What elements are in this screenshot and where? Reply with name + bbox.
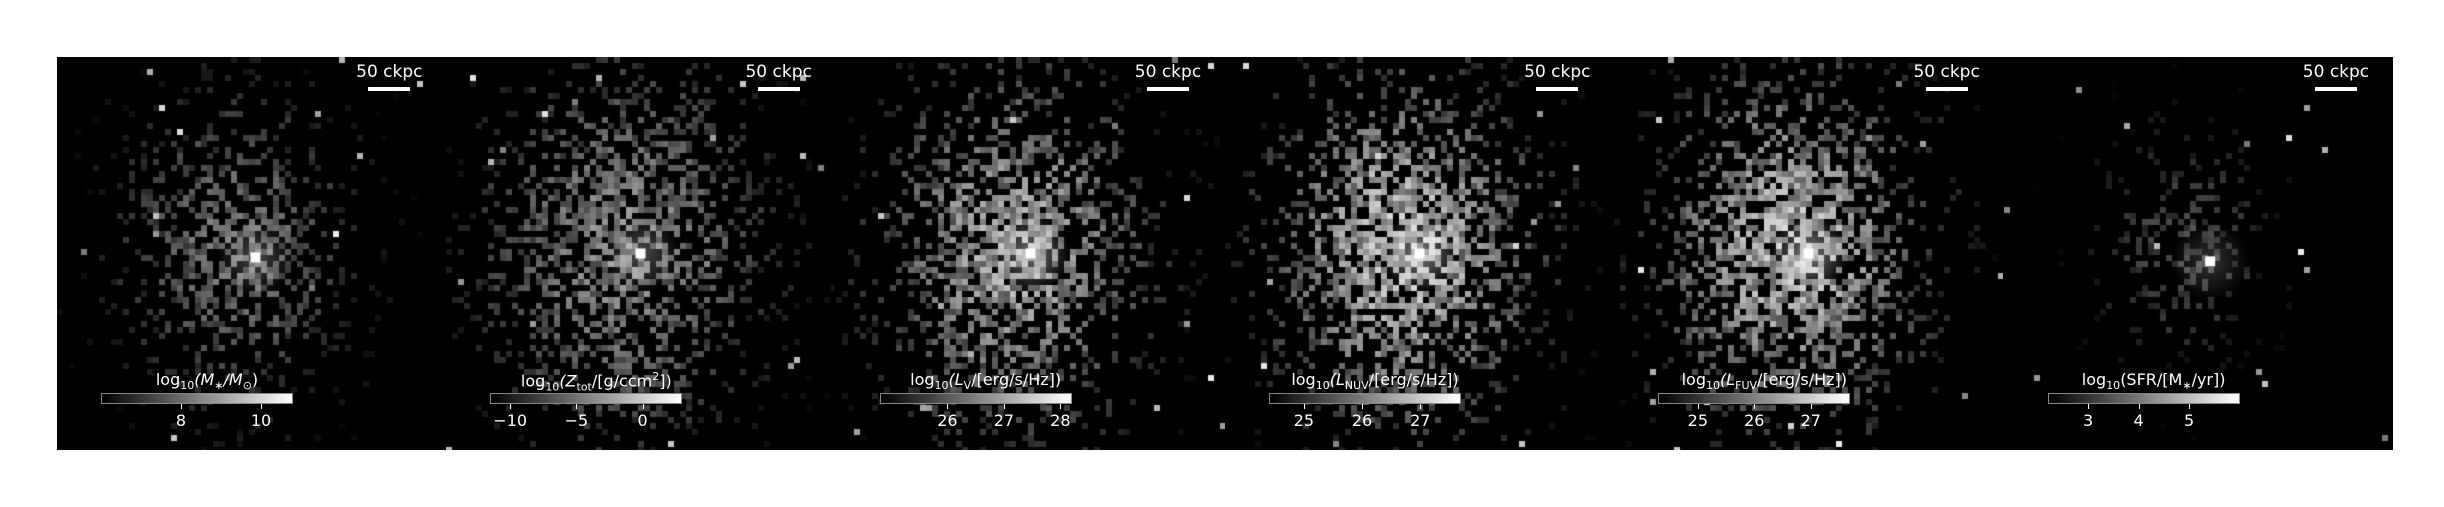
colorbar-tick bbox=[576, 404, 578, 409]
scale-bar-label: 50 ckpc bbox=[1913, 62, 1980, 82]
sfr-map bbox=[2003, 57, 2393, 450]
colorbar-title: log10(LFUV/[erg/s/Hz]) bbox=[1681, 370, 1848, 393]
colorbar-title: log10(LNUV/[erg/s/Hz]) bbox=[1291, 370, 1459, 393]
sfr-panel: 50 ckpc log10(SFR/[M∗/yr]) 3 4 5 bbox=[2003, 57, 2393, 450]
colorbar-tick bbox=[1060, 404, 1062, 409]
nuv-luminosity-panel: 50 ckpc log10(LNUV/[erg/s/Hz]) 25 26 27 bbox=[1224, 57, 1615, 450]
scale-bar bbox=[757, 87, 800, 91]
v-band-luminosity-map bbox=[835, 57, 1225, 450]
colorbar bbox=[101, 393, 293, 404]
colorbar-tick bbox=[1303, 404, 1305, 409]
colorbar-tick-label: 27 bbox=[993, 411, 1015, 430]
colorbar-tick-label: 25 bbox=[1687, 411, 1708, 430]
scale-bar bbox=[1146, 87, 1189, 91]
colorbar-tick bbox=[2138, 404, 2140, 409]
colorbar-tick bbox=[510, 404, 512, 409]
colorbar-tick bbox=[181, 404, 182, 409]
scale-bar bbox=[1925, 87, 1968, 91]
colorbar-tick-label: 0 bbox=[637, 411, 648, 430]
colorbar-tick-label: 26 bbox=[937, 411, 958, 430]
colorbar-title: log10(Ztot/[g/ccm2]) bbox=[520, 370, 672, 394]
stellar-mass-panel: 50 ckpc log10(M∗/M⊙) 8 10 bbox=[57, 57, 447, 450]
colorbar-title: log10(SFR/[M∗/yr]) bbox=[2081, 370, 2226, 393]
colorbar bbox=[1268, 393, 1461, 404]
scale-bar-label: 50 ckpc bbox=[356, 62, 423, 82]
metallicity-map bbox=[446, 57, 836, 450]
colorbar-tick-label: 4 bbox=[2133, 411, 2144, 430]
colorbar-tick-label: −10 bbox=[493, 411, 528, 430]
colorbar bbox=[490, 393, 683, 404]
scale-bar bbox=[368, 87, 411, 91]
v-band-luminosity-panel: 50 ckpc log10(LV/[erg/s/Hz]) 26 27 28 bbox=[835, 57, 1225, 450]
colorbar-tick-label: 28 bbox=[1050, 411, 1071, 430]
colorbar-title: log10(M∗/M⊙) bbox=[155, 370, 259, 393]
nuv-luminosity-map bbox=[1224, 57, 1614, 450]
colorbar-tick bbox=[2189, 404, 2191, 409]
scale-bar bbox=[1536, 87, 1579, 91]
colorbar-tick bbox=[642, 404, 644, 409]
colorbar bbox=[1658, 393, 1851, 404]
colorbar-tick-label: 27 bbox=[1410, 411, 1431, 430]
colorbar bbox=[2047, 393, 2240, 404]
colorbar-tick-label: −5 bbox=[564, 411, 589, 430]
colorbar-tick bbox=[261, 404, 262, 409]
colorbar-tick bbox=[1362, 404, 1364, 409]
colorbar-tick bbox=[1697, 404, 1699, 409]
colorbar bbox=[879, 393, 1072, 404]
colorbar-tick-label: 10 bbox=[250, 411, 272, 430]
scale-bar bbox=[2314, 87, 2357, 91]
stellar-mass-map bbox=[57, 57, 446, 450]
colorbar-tick-label: 8 bbox=[175, 411, 187, 430]
colorbar-tick bbox=[1420, 404, 1422, 409]
scale-bar-label: 50 ckpc bbox=[1134, 62, 1202, 82]
scale-bar-label: 50 ckpc bbox=[745, 62, 812, 82]
colorbar-tick-label: 25 bbox=[1293, 411, 1315, 430]
colorbar-tick-label: 5 bbox=[2184, 411, 2195, 430]
colorbar-tick bbox=[1810, 404, 1812, 409]
fuv-luminosity-panel: 50 ckpc log10(LFUV/[erg/s/Hz]) 25 26 27 bbox=[1614, 57, 2004, 450]
colorbar-tick-label: 26 bbox=[1351, 411, 1373, 430]
scale-bar-label: 50 ckpc bbox=[2302, 62, 2370, 82]
scale-bar-label: 50 ckpc bbox=[1524, 62, 1591, 82]
colorbar-tick-label: 26 bbox=[1744, 411, 1765, 430]
colorbar-tick bbox=[1754, 404, 1756, 409]
colorbar-tick-label: 3 bbox=[2082, 411, 2094, 430]
colorbar-title: log10(LV/[erg/s/Hz]) bbox=[910, 370, 1062, 393]
colorbar-tick bbox=[1003, 404, 1005, 409]
metallicity-panel: 50 ckpc log10(Ztot/[g/ccm2]) −10 −5 0 bbox=[446, 57, 836, 450]
colorbar-tick bbox=[947, 404, 949, 409]
image-strip: 50 ckpc log10(M∗/M⊙) 8 10 50 ckpc log10(Z… bbox=[57, 57, 2393, 450]
colorbar-tick-label: 27 bbox=[1800, 411, 1821, 430]
fuv-luminosity-map bbox=[1614, 57, 2004, 450]
colorbar-tick bbox=[2088, 404, 2090, 409]
